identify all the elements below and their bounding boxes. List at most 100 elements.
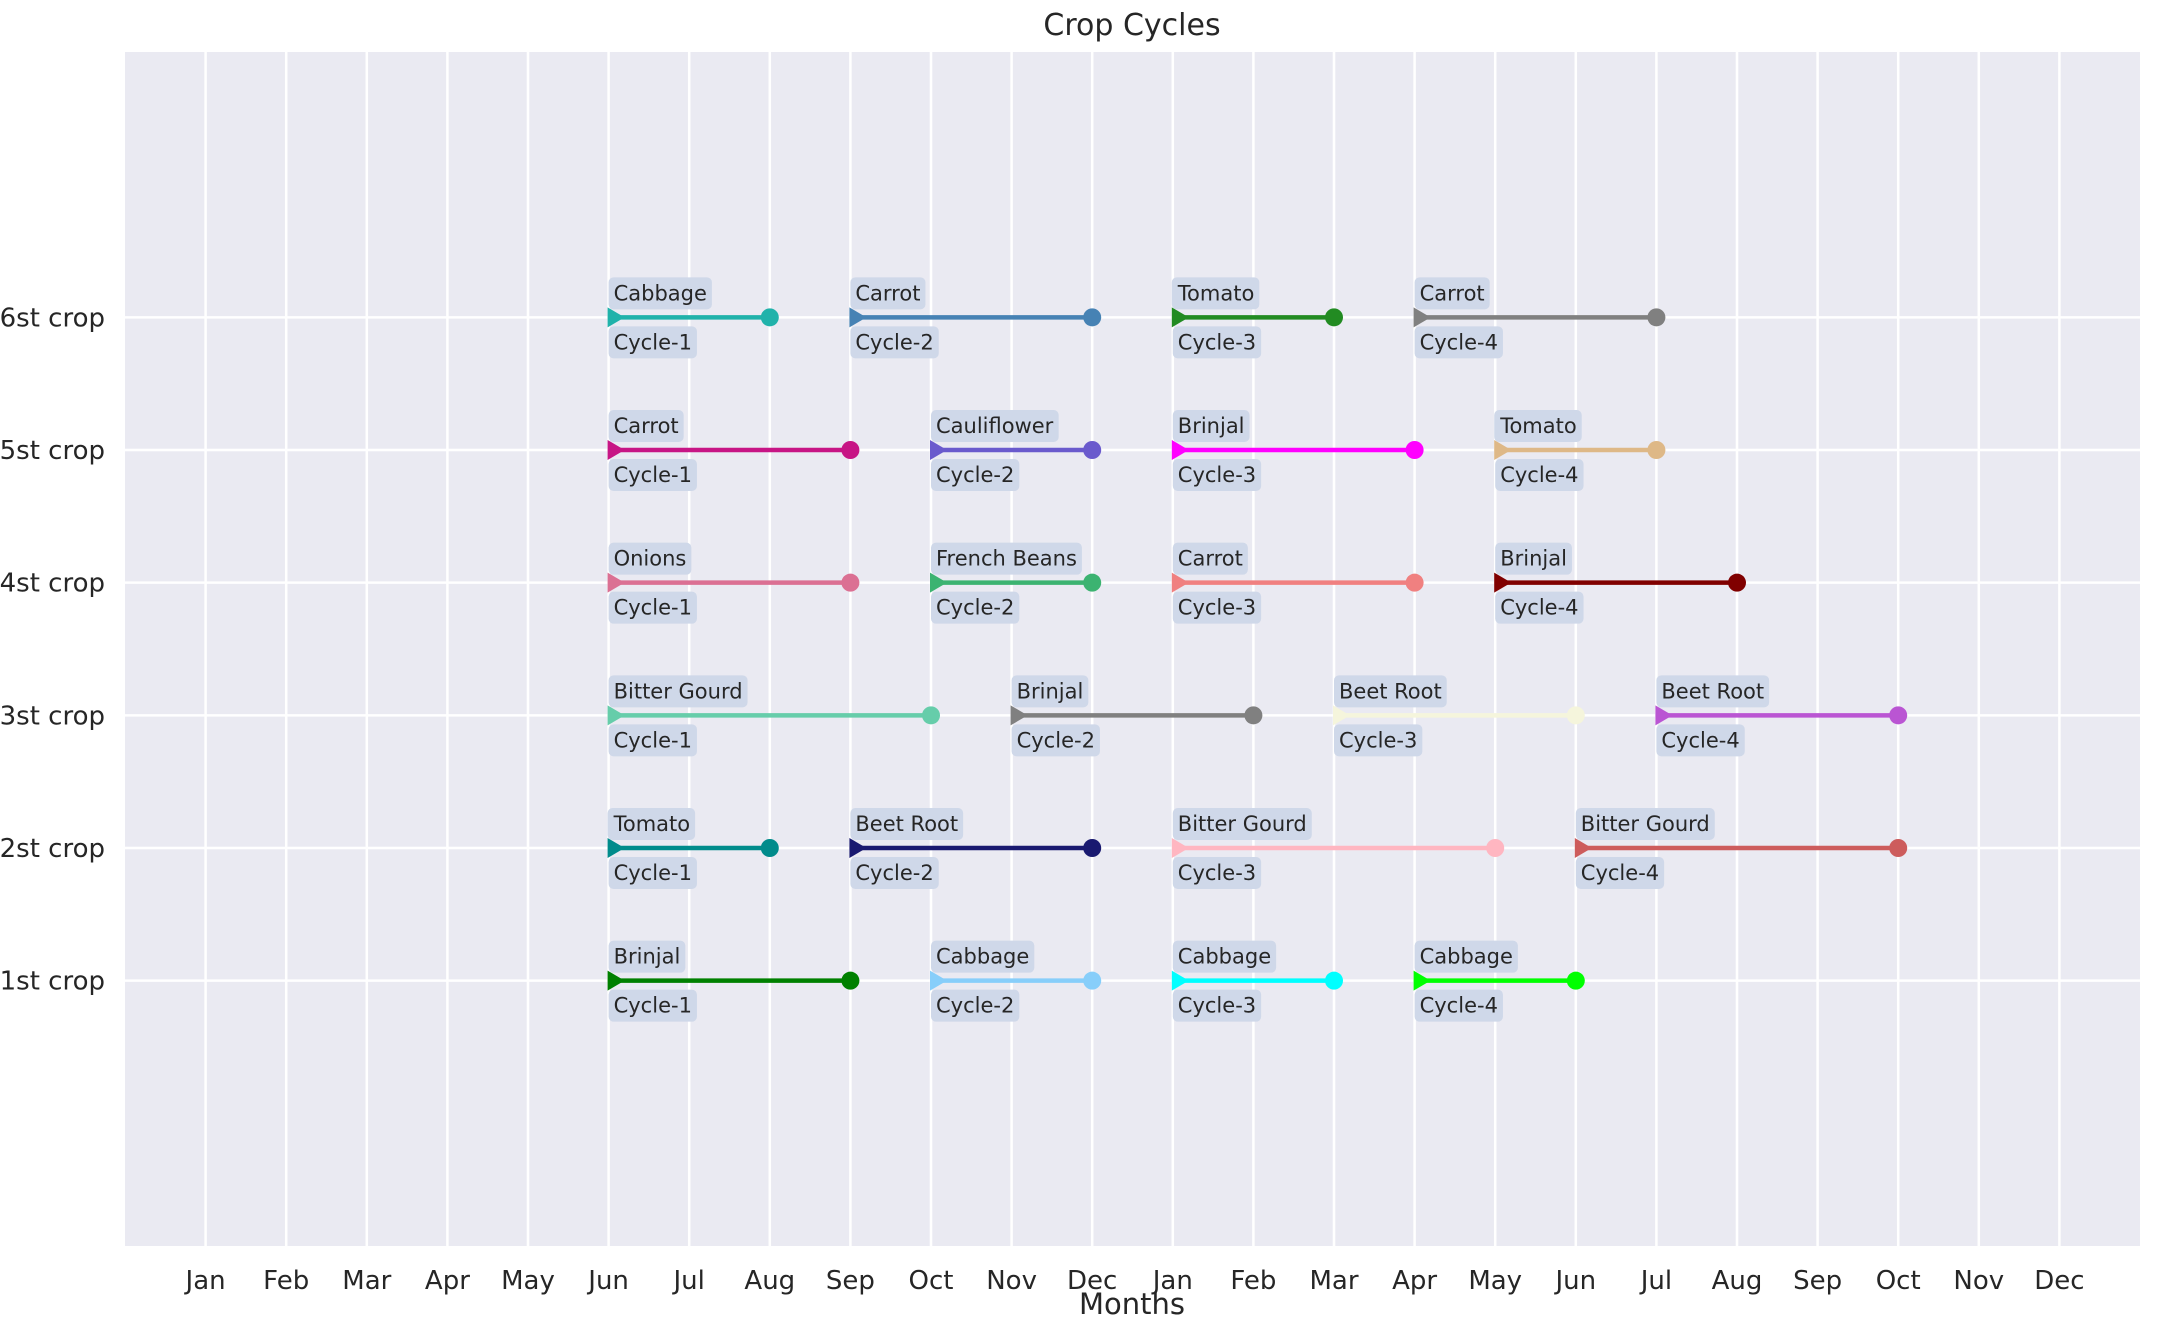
cycle-label: Cycle-4: [1414, 326, 1503, 359]
cycle-label-text: Cycle-2: [936, 463, 1014, 487]
segment-start-marker: [1494, 440, 1512, 460]
crop-label: Cabbage: [1414, 940, 1518, 973]
x-axis-label: Months: [1079, 1287, 1185, 1320]
segment-start-marker: [1574, 838, 1592, 858]
cycle-label: Cycle-3: [1172, 326, 1262, 359]
segment-end-marker: [1244, 706, 1263, 725]
cycle-label: Cycle-3: [1172, 459, 1262, 491]
x-tick-label: Jan: [184, 1266, 226, 1296]
y-tick-label: 3st crop: [0, 701, 105, 731]
segment-end-marker: [1083, 441, 1102, 459]
x-tick-label: Jun: [1553, 1266, 1596, 1296]
cycle-label-box: [1334, 724, 1423, 757]
segment-end-marker: [1889, 706, 1908, 725]
crop-label-box: [1494, 410, 1582, 442]
crop-label: Cabbage: [608, 277, 712, 310]
segment-start-marker: [1171, 970, 1189, 991]
x-tick-label: Jul: [672, 1266, 705, 1296]
segment-start-marker: [1010, 705, 1028, 726]
crop-label-box: [608, 410, 684, 442]
x-tick-label: Jul: [1639, 1266, 1672, 1296]
x-tick-label: Apr: [425, 1266, 470, 1296]
crop-label: Carrot: [1172, 542, 1248, 575]
segment-start-marker: [607, 440, 625, 460]
crop-label-box: [850, 808, 964, 840]
crop-label: Brinjal: [608, 940, 686, 973]
crop-label-text: Brinjal: [1178, 414, 1245, 438]
cycle-label-text: Cycle-4: [1420, 994, 1498, 1018]
cycle-label-text: Cycle-4: [1500, 463, 1578, 487]
cycle-label: Cycle-3: [1172, 857, 1262, 889]
crop-label-text: Bitter Gourd: [1581, 812, 1710, 836]
segment-start-marker: [1171, 572, 1189, 593]
crop-label-box: [931, 940, 1035, 973]
y-tick-labels: 1st crop 2st crop 3st crop 4st crop 5st crop…: [0, 303, 105, 996]
crop-label: Carrot: [608, 410, 684, 442]
crop-label-text: Tomato: [1499, 414, 1577, 438]
segment-end-marker: [841, 573, 860, 592]
crop-label-text: Brinjal: [1017, 679, 1084, 703]
crop-label-box: [608, 675, 748, 708]
segment-end-marker: [1083, 839, 1102, 857]
crop-label-box: [1495, 542, 1572, 575]
crop-label-box: [608, 940, 686, 973]
segment-start-marker: [1413, 970, 1431, 991]
cycle-label-text: Cycle-2: [855, 330, 933, 354]
cycle-label-text: Cycle-1: [614, 994, 692, 1018]
cycle-label-text: Cycle-3: [1178, 596, 1256, 620]
segment-start-marker: [607, 970, 625, 991]
x-tick-label: May: [501, 1266, 555, 1296]
cycle-label-box: [1172, 989, 1262, 1022]
crop-label-box: [1414, 277, 1490, 310]
segment-end-marker: [1083, 573, 1102, 592]
segment-start-marker: [1655, 705, 1673, 726]
cycle-label-text: Cycle-2: [936, 596, 1014, 620]
grid-lines: [125, 52, 2140, 1246]
x-tick-label: Sep: [826, 1266, 875, 1296]
x-tick-label: Sep: [1793, 1266, 1842, 1296]
cycle-label-text: Cycle-1: [614, 861, 692, 885]
crop-label-box: [1575, 808, 1715, 840]
crop-label: Carrot: [1414, 277, 1490, 310]
crop-label-text: Beet Root: [1339, 679, 1442, 703]
cycle-label: Cycle-3: [1172, 989, 1262, 1022]
segment-start-marker: [607, 307, 625, 328]
segment-end-marker: [1083, 308, 1102, 327]
segment-end-marker: [1566, 706, 1585, 725]
cycle-label-box: [1172, 326, 1262, 359]
cycle-label: Cycle-1: [608, 724, 697, 757]
cycle-label: Cycle-2: [850, 326, 939, 359]
cycle-label: Cycle-2: [931, 989, 1020, 1022]
cycle-label-box: [1656, 724, 1745, 757]
cycle-label-text: Cycle-2: [1017, 728, 1095, 752]
x-tick-label: Mar: [342, 1266, 391, 1296]
crop-label-box: [931, 542, 1082, 575]
cycle-label: Cycle-2: [931, 459, 1020, 491]
crop-label-text: Brinjal: [1500, 547, 1567, 571]
cycle-label: Cycle-1: [608, 857, 697, 889]
segment-start-marker: [930, 572, 947, 593]
segment-start-marker: [1413, 307, 1431, 328]
x-tick-label: Apr: [1392, 1266, 1437, 1296]
cycle-label-text: Cycle-4: [1581, 861, 1659, 885]
cycle-label-text: Cycle-3: [1178, 861, 1256, 885]
cycle-label-box: [608, 989, 697, 1022]
crop-label-text: Beet Root: [1661, 679, 1764, 703]
cycle-label: Cycle-2: [931, 591, 1020, 624]
cycle-label: Cycle-1: [608, 591, 697, 624]
cycle-label-box: [608, 459, 697, 491]
crop-label-box: [1011, 675, 1089, 708]
cycle-label-text: Cycle-3: [1178, 330, 1256, 354]
cycle-label-box: [931, 591, 1020, 624]
crop-label-box: [1172, 940, 1277, 973]
crop-label-text: Brinjal: [614, 945, 681, 969]
crop-label-box: [1171, 277, 1260, 310]
cycle-label-box: [608, 857, 697, 889]
segments-layer: [607, 307, 1908, 991]
crop-label-text: Carrot: [614, 414, 679, 438]
crop-label-text: Bitter Gourd: [1178, 812, 1307, 836]
segment-end-marker: [1325, 308, 1343, 327]
segment-end-marker: [1405, 441, 1424, 459]
cycle-label-text: Cycle-3: [1178, 463, 1256, 487]
